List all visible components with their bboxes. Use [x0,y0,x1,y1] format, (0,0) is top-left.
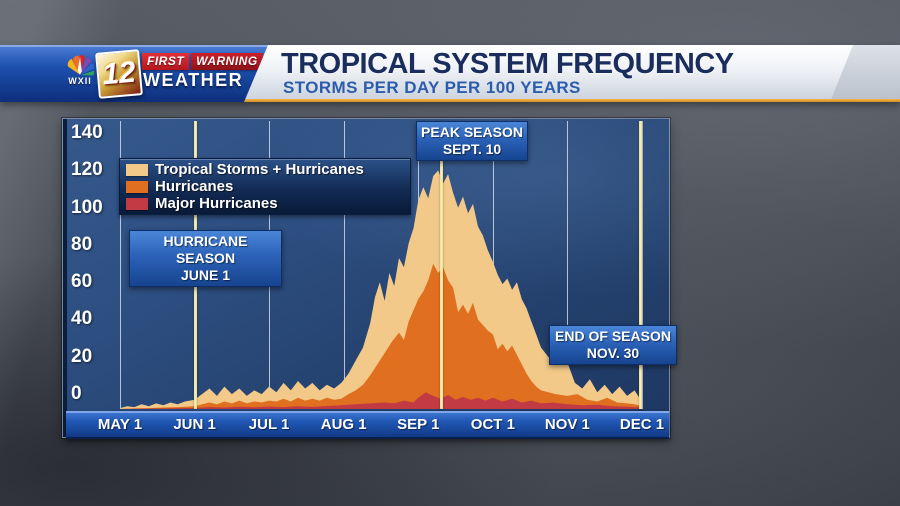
area-series-2 [120,392,642,409]
annotation-peak-season: PEAK SEASON SEPT. 10 [416,121,528,161]
annotation-date: SEPT. 10 [442,141,502,157]
x-tick-label: AUG 1 [320,416,367,433]
legend-item: Hurricanes [126,178,404,195]
legend-label: Major Hurricanes [155,195,278,212]
area-series-1 [120,263,642,409]
area-plot [120,170,642,409]
first-warning-badges: FIRST WARNING [142,53,263,70]
frequency-chart: 0 20 40 60 80 100 120 140 Tropical Storms + Hur… [62,118,677,439]
legend-item: Major Hurricanes [126,195,404,212]
channel-12-logo: 12 [95,49,143,99]
header-accent-line [238,99,900,102]
month-gridline [642,121,643,409]
warning-badge: WARNING [191,53,263,70]
x-tick-label: NOV 1 [544,416,590,433]
y-tick-label: 40 [71,308,93,330]
y-tick-label: 140 [71,122,103,143]
annotation-label: HURRICANE SEASON [163,233,248,266]
x-axis-bar: MAY 1 JUN 1 JUL 1 AUG 1 SEP 1 OCT 1 NOV 1 DEC 1 [66,411,669,439]
month-gridline [567,121,569,409]
x-tick-label: MAY 1 [97,416,143,433]
legend-label: Hurricanes [155,178,234,195]
page-subtitle: STORMS PER DAY PER 100 YEARS [283,78,581,97]
header-banner: TROPICAL SYSTEM FREQUENCY STORMS PER DAY… [0,45,900,102]
annotation-hurricane-season: HURRICANE SEASON JUNE 1 [129,230,282,287]
station-branding-panel: WXII 12 FIRST WARNING WEATHER [0,45,268,102]
first-badge: FIRST [142,53,190,70]
nbc-peacock-icon [67,55,94,76]
page-title: TROPICAL SYSTEM FREQUENCY [281,48,734,80]
legend-label: Tropical Storms + Hurricanes [155,161,364,178]
event-line [439,121,443,409]
annotation-date: JUNE 1 [180,267,231,283]
y-tick-label: 80 [71,233,93,255]
legend-swatch-major-hurricanes [126,197,148,210]
legend-item: Tropical Storms + Hurricanes [126,161,404,178]
chart-left-edge [63,119,67,437]
x-tick-label: SEP 1 [397,416,440,433]
header-right-wedge [830,45,900,102]
channel-number: 12 [100,55,138,92]
y-tick-label: 100 [71,196,103,218]
y-tick-label: 120 [71,159,103,181]
weather-wordmark: WEATHER [143,70,244,90]
annotation-date: NOV. 30 [586,345,640,361]
y-tick-label: 0 [71,383,82,404]
annotation-label: END OF SEASON [555,328,671,344]
month-gridline [120,121,121,409]
x-tick-label: JUL 1 [248,416,290,433]
station-callsign: WXII [68,76,92,86]
legend-swatch-hurricanes [126,180,148,193]
y-tick-label: 20 [71,345,93,367]
legend-swatch-tropical-storms [126,163,148,176]
annotation-end-of-season: END OF SEASON NOV. 30 [549,325,677,365]
x-tick-label: DEC 1 [619,416,665,433]
x-tick-label: OCT 1 [470,416,515,433]
annotation-label: PEAK SEASON [421,124,523,140]
y-tick-label: 60 [71,271,93,293]
month-gridline [343,121,345,409]
event-line [638,121,642,409]
x-tick-label: JUN 1 [173,416,216,433]
legend: Tropical Storms + Hurricanes Hurricanes … [119,158,411,215]
